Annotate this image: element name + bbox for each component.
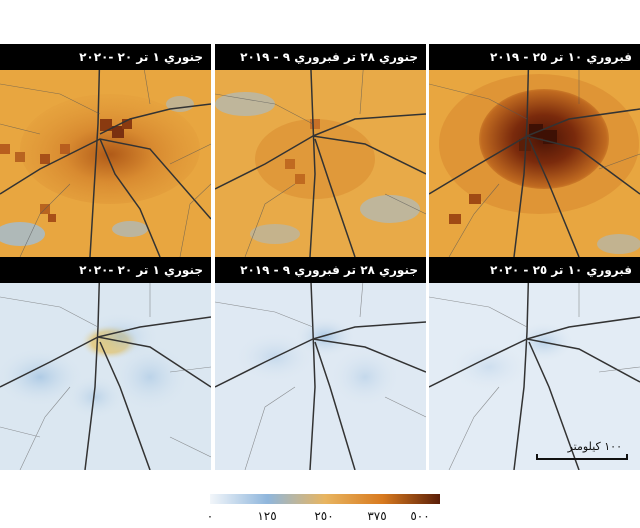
color-legend: ٠ ١٢٥ ٢٥٠ ٣٧٥ ٥٠٠ [205,492,440,524]
no2-map-2019-jan-feb [215,44,426,257]
legend-tick: ٢٥٠ [314,509,334,523]
panel-label: جنوري ٢٨ تر فبروري ٩ - ٢٠١٩ [215,257,426,283]
map-panel-top-left: جنوري ١ تر ٢٠ -٢٠٢٠ [0,44,211,257]
no2-anomaly-map-2020-jan [0,257,211,470]
no2-map-2019-feb [429,44,640,257]
panel-label: جنوري ٢٨ تر فبروري ٩ - ٢٠١٩ [215,44,426,70]
legend-tick: ٥٠٠ [410,509,430,523]
legend-tick: ٠ [206,509,214,523]
scale-bar-line [536,458,628,460]
no2-anomaly-map-2020-feb [429,257,640,470]
panel-label: جنوري ١ تر ٢٠ -٢٠٢٠ [0,257,211,283]
map-panel-top-mid: جنوري ٢٨ تر فبروري ٩ - ٢٠١٩ [215,44,426,257]
panel-label: فبروري ١٠ تر ٢٥ - ٢٠١٩ [429,44,640,70]
map-panel-bottom-right: فبروري ١٠ تر ٢٥ - ٢٠٢٠ [429,257,640,470]
legend-tick: ٣٧٥ [367,509,387,523]
map-panel-top-right: فبروري ١٠ تر ٢٥ - ٢٠١٩ [429,44,640,257]
panel-label: جنوري ١ تر ٢٠ -٢٠٢٠ [0,44,211,70]
map-panel-bottom-mid: جنوري ٢٨ تر فبروري ٩ - ٢٠١٩ [215,257,426,470]
no2-anomaly-map-2019-jan-feb [215,257,426,470]
scale-bar: ١٠٠ كيلومتر [536,440,628,462]
no2-map-2020-jan [0,44,211,257]
legend-gradient-bar [210,494,440,504]
scale-bar-tick-left [536,454,538,460]
panel-label: فبروري ١٠ تر ٢٥ - ٢٠٢٠ [429,257,640,283]
scale-bar-tick-right [626,454,628,460]
scale-bar-label: ١٠٠ كيلومتر [567,440,622,453]
map-panel-bottom-left: جنوري ١ تر ٢٠ -٢٠٢٠ [0,257,211,470]
legend-tick: ١٢٥ [257,509,277,523]
